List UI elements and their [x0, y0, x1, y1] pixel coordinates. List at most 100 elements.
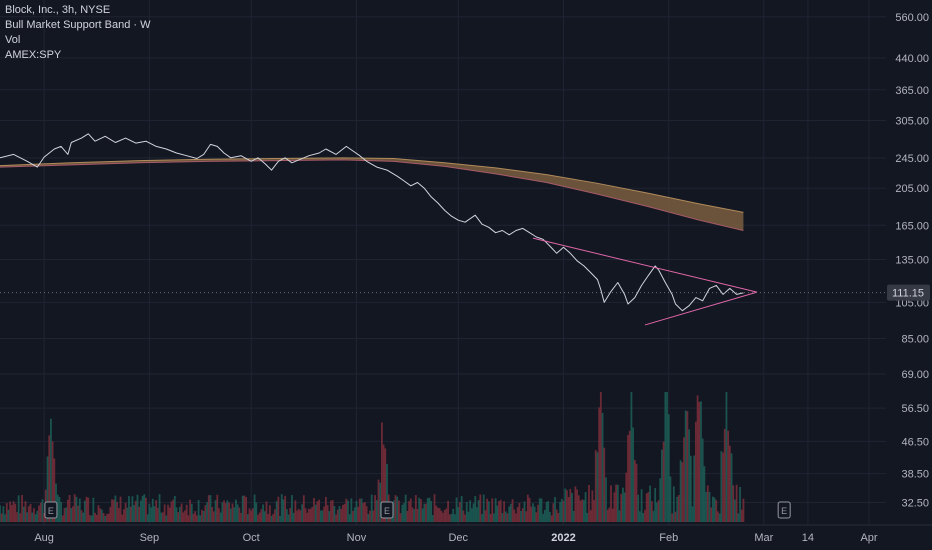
volume-bar	[333, 506, 336, 522]
volume-bar	[145, 497, 147, 522]
volume-bar	[572, 510, 575, 522]
volume-bar	[700, 401, 702, 522]
volume-bar	[78, 498, 81, 522]
volume-bar	[742, 498, 745, 522]
volume-bar	[467, 511, 470, 522]
volume-bar	[153, 506, 156, 522]
volume-bar	[737, 513, 740, 522]
volume-bar	[547, 501, 550, 522]
volume-bar	[51, 441, 54, 522]
volume-bar	[335, 514, 337, 522]
volume-bar	[708, 491, 711, 522]
volume-bar	[255, 502, 258, 522]
volume-bar	[545, 501, 548, 522]
volume-bar	[693, 455, 696, 522]
volume-bar	[598, 407, 601, 522]
volume-bar	[321, 510, 324, 522]
volume-bar	[549, 511, 551, 522]
volume-bar	[345, 498, 348, 522]
volume-bar	[17, 495, 20, 522]
volume-bar	[465, 501, 468, 522]
volume-bar	[501, 513, 504, 522]
volume-bar	[280, 494, 283, 522]
volume-bar	[197, 499, 200, 522]
volume-bar	[285, 509, 288, 522]
price-tick-label: 69.00	[901, 369, 929, 381]
volume-bar	[622, 487, 624, 522]
volume-bar	[185, 504, 188, 522]
volume-bar	[311, 506, 314, 522]
volume-bar	[279, 515, 281, 522]
volume-bar	[270, 515, 273, 522]
volume-bar	[124, 502, 127, 522]
time-tick-label: 14	[802, 532, 814, 544]
volume-bar	[601, 412, 604, 522]
volume-bar	[672, 486, 675, 522]
volume-bar	[625, 472, 628, 522]
volume-bar	[0, 505, 1, 522]
volume-bar	[167, 504, 169, 522]
volume-bar	[725, 392, 728, 522]
volume-bar	[535, 512, 538, 522]
volume-bar	[657, 500, 660, 522]
earnings-marker	[44, 501, 58, 519]
volume-bar	[584, 492, 587, 522]
volume-bar	[710, 507, 713, 522]
volume-bar	[319, 510, 322, 522]
volume-bar	[204, 505, 207, 522]
volume-bar	[413, 509, 416, 522]
volume-bar	[148, 503, 151, 522]
volume-bar	[370, 494, 373, 522]
volume-bar	[559, 501, 562, 522]
volume-bar	[504, 511, 507, 522]
volume-bar	[350, 498, 353, 522]
price-tick-label: 46.50	[901, 436, 929, 448]
volume-bar	[231, 503, 234, 522]
volume-bar	[647, 492, 650, 522]
volume-bar	[309, 508, 312, 522]
time-tick-label: Apr	[860, 532, 877, 544]
legend-symbol[interactable]: Block, Inc., 3h, NYSE	[5, 4, 111, 16]
volume-bar	[168, 507, 171, 522]
volume-bar	[397, 500, 400, 522]
time-axis[interactable]: Aug Sep Oct Nov Dec 2022 Feb Mar 14 Apr	[0, 524, 932, 550]
time-axis-bg	[0, 525, 932, 550]
volume-bar	[623, 492, 626, 522]
volume-bar	[450, 513, 453, 522]
volume-bar	[190, 503, 193, 522]
price-tick-label: 85.00	[901, 333, 929, 345]
volume-bar	[83, 500, 86, 522]
volume-bar	[184, 510, 186, 522]
volume-bar	[596, 452, 599, 522]
volume-bar	[146, 514, 149, 522]
volume-bar	[476, 507, 478, 522]
support-band	[0, 157, 744, 232]
volume-bar	[165, 515, 168, 522]
volume-bar	[272, 513, 275, 522]
volume-bar	[170, 501, 173, 522]
volume-bar	[112, 499, 115, 522]
volume-bar	[77, 505, 79, 522]
legend-indicator[interactable]: Bull Market Support Band · W	[5, 19, 151, 31]
volume-bar	[633, 459, 636, 522]
legend-compare[interactable]: AMEX:SPY	[5, 49, 62, 61]
volume-bar	[448, 514, 451, 522]
volume-bar	[591, 490, 594, 522]
volume-bar	[695, 421, 697, 522]
volume-bar	[477, 500, 480, 522]
volume-bar	[362, 503, 365, 522]
price-tick-label: 305.00	[895, 115, 929, 127]
earnings-marker-label: E	[781, 506, 787, 516]
volume-bar	[7, 509, 10, 522]
volume-bar	[642, 513, 645, 522]
volume-bar	[403, 503, 405, 522]
volume-bar	[715, 500, 718, 522]
volume-bar	[53, 458, 56, 522]
volume-bar	[520, 510, 522, 522]
volume-bar	[277, 496, 280, 522]
price-axis[interactable]: 560.00 440.00 365.00 305.00 245.00 205.00 165.…	[886, 0, 932, 550]
volume-bar	[384, 448, 387, 522]
volume-bar	[720, 451, 723, 522]
legend-volume[interactable]: Vol	[5, 34, 21, 46]
